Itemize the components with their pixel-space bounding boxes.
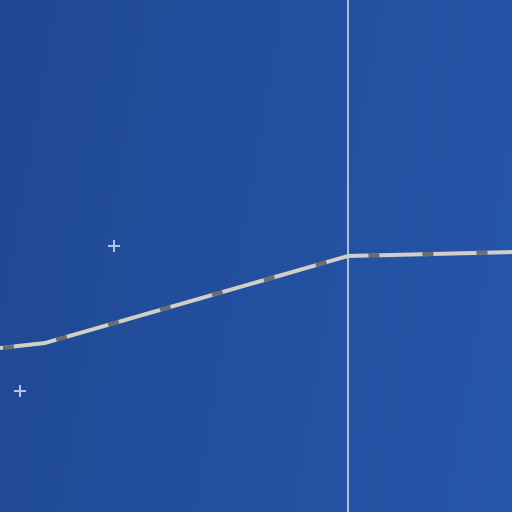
crosshair-marker-icon[interactable] <box>14 385 26 397</box>
route-line[interactable] <box>0 250 512 350</box>
route-line-dashes <box>0 250 512 350</box>
crosshair-marker-icon[interactable] <box>108 240 120 252</box>
